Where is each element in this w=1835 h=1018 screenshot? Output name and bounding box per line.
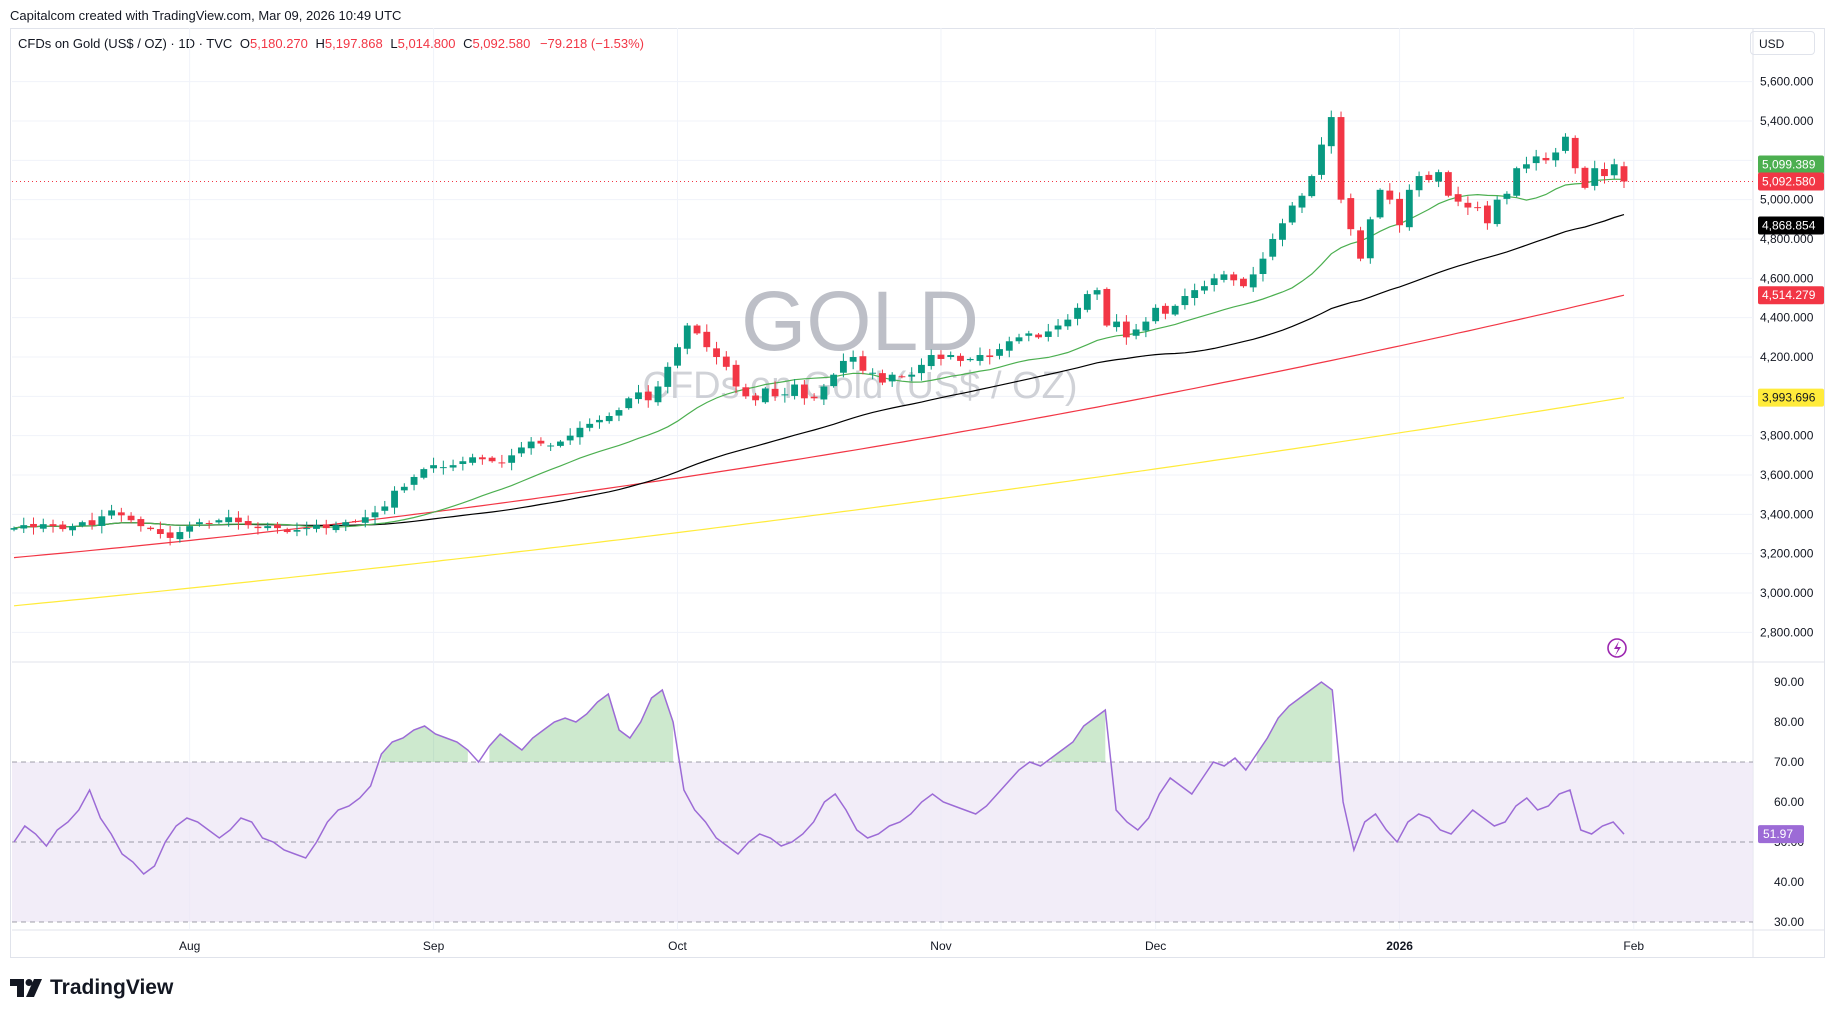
tradingview-logo[interactable]: TradingView [10, 976, 173, 1000]
chart-credit: Capitalcom created with TradingView.com,… [10, 8, 402, 23]
legend-open-value: 5,180.270 [250, 36, 308, 51]
legend-change: −79.218 (−1.53%) [539, 36, 645, 51]
legend-high-label: H [315, 36, 325, 51]
legend-symbol[interactable]: CFDs on Gold (US$ / OZ) · 1D · TVC [18, 36, 233, 51]
chart-frame [10, 28, 1825, 958]
tradingview-logo-icon [10, 979, 42, 997]
legend-close-label: C [463, 36, 473, 51]
legend-open-label: O [239, 36, 251, 51]
legend-low-label: L [390, 36, 398, 51]
symbol-legend: CFDs on Gold (US$ / OZ) · 1D · TVC O5,18… [18, 36, 644, 51]
legend-close-value: 5,092.580 [472, 36, 531, 51]
legend-high-value: 5,197.868 [324, 36, 383, 51]
legend-low-value: 5,014.800 [397, 36, 456, 51]
currency-button[interactable]: USD [1750, 31, 1815, 55]
brand-name: TradingView [50, 976, 174, 999]
